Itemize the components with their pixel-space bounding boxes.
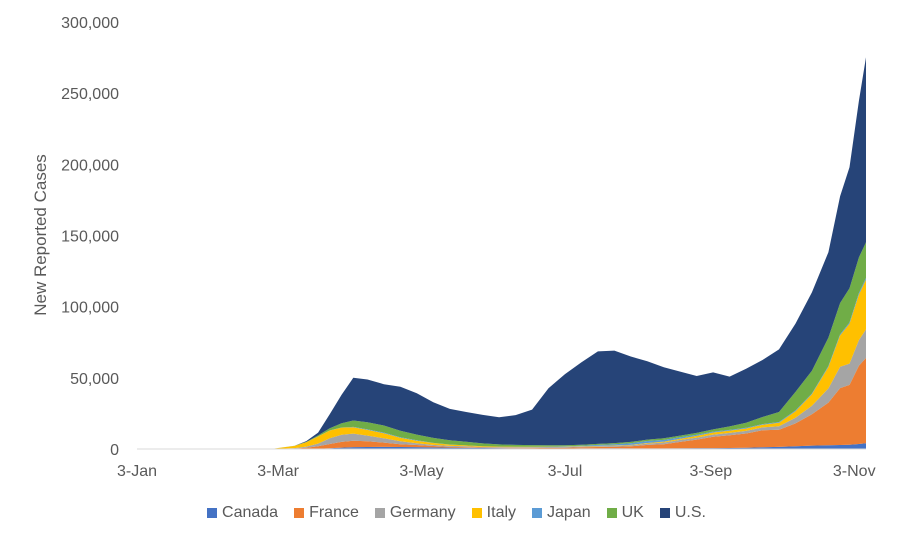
legend-swatch [471, 508, 482, 518]
y-tick-label: 100,000 [61, 300, 119, 317]
legend-label: Germany [389, 504, 456, 521]
y-axis-ticks: 0 50,000 100,000 150,000 200,000 250,000 300,0… [61, 15, 119, 459]
x-tick-label: 3-May [399, 463, 443, 480]
legend-label: Japan [547, 504, 591, 521]
x-tick-label: 3-Jan [117, 463, 157, 480]
y-tick-label: 250,000 [61, 86, 119, 103]
legend-label: U.S. [674, 504, 706, 521]
series-areas [137, 57, 866, 450]
legend-swatch [659, 508, 670, 518]
legend-label: UK [621, 504, 644, 521]
legend-swatch [207, 508, 218, 518]
y-tick-label: 50,000 [70, 371, 119, 388]
legend-swatch [294, 508, 305, 518]
x-tick-label: 3-Sep [689, 463, 732, 480]
legend-swatch [374, 508, 385, 518]
legend-item: France [294, 504, 359, 522]
legend-item: Italy [471, 504, 517, 522]
legend-item: Germany [374, 504, 456, 522]
legend-swatch [532, 508, 543, 518]
area-series-canada [137, 443, 866, 449]
x-axis-ticks: 3-Jan 3-Mar 3-May 3-Jul 3-Sep 3-Nov [117, 463, 876, 480]
legend-item: UK [606, 504, 644, 522]
legend-label: Canada [222, 504, 279, 521]
legend-label: Italy [486, 504, 517, 521]
x-tick-label: 3-Mar [257, 463, 299, 480]
legend-swatch [606, 508, 617, 518]
legend-item: U.S. [659, 504, 706, 522]
y-tick-label: 0 [110, 442, 119, 459]
legend-label: France [309, 504, 359, 521]
legend-item: Canada [207, 504, 278, 522]
y-tick-label: 200,000 [61, 157, 119, 174]
y-tick-label: 300,000 [61, 15, 119, 32]
legend-item: Japan [532, 504, 591, 522]
x-tick-label: 3-Nov [833, 463, 876, 480]
y-tick-label: 150,000 [61, 229, 119, 246]
legend: Canada France Germany Italy Japan UK U.S. [0, 504, 913, 522]
area-series-france [137, 357, 866, 449]
area-series-u-s [137, 57, 866, 450]
x-tick-label: 3-Jul [548, 463, 583, 480]
y-axis-title: New Reported Cases [31, 154, 50, 316]
